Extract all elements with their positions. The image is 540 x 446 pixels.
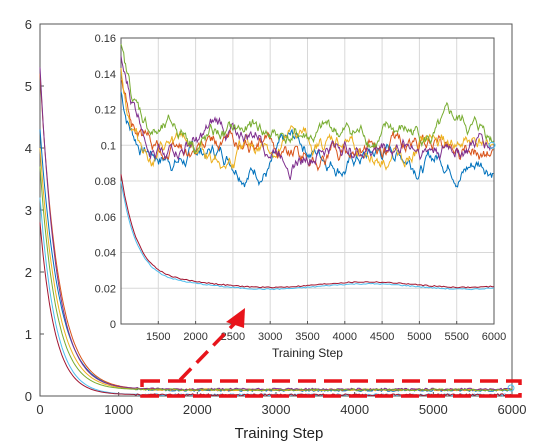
inset-y-tick-label: 0.1 [101,140,116,152]
inset-x-tick-label: 6000 [482,331,506,343]
main-y-tick-label: 2 [25,265,32,280]
main-series-line [39,67,513,391]
inset-x-tick-label: 4000 [333,331,357,343]
inset-y-tick-label: 0 [110,319,116,331]
main-x-tick-label: 6000 [498,402,527,417]
inset-x-tick-label: 5500 [444,331,468,343]
main-end-marker [507,384,515,392]
inset-series-line [120,55,494,181]
inset-y-tick-label: 0.16 [95,33,116,45]
inset-y-tick-label: 0.14 [95,69,116,81]
main-x-tick-label: 1000 [104,402,133,417]
inset-y-tick-label: 0.02 [95,283,116,295]
zoom-arrow-shaft [178,320,238,382]
main-x-tick-label: 0 [36,402,43,417]
main-y-tick-label: 0 [25,389,32,404]
inset-x-axis-label: Training Step [272,346,343,360]
inset-x-tick-label: 4500 [370,331,394,343]
main-y-tick-label: 5 [25,79,32,94]
main-x-tick-label: 4000 [340,402,369,417]
inset-x-tick-label: 3000 [258,331,282,343]
main-x-tick-label: 3000 [262,402,291,417]
inset-y-tick-label: 0.04 [95,248,116,260]
inset-x-tick-label: 2000 [183,331,207,343]
main-x-axis-label: Training Step [235,425,324,442]
inset-y-tick-label: 0.12 [95,105,116,117]
inset-x-tick-label: 2500 [221,331,245,343]
inset-x-tick-label: 3500 [295,331,319,343]
main-x-tick-label: 5000 [419,402,448,417]
inset-series-line [120,43,494,155]
main-y-tick-label: 6 [25,17,32,32]
inset-y-tick-label: 0.06 [95,212,116,224]
inset-y-tick-label: 0.08 [95,176,116,188]
main-y-tick-label: 1 [25,327,32,342]
main-x-tick-label: 2000 [183,402,212,417]
zoom-arrow-head [226,308,245,328]
main-y-tick-label: 4 [25,141,32,156]
inset-end-marker [488,141,496,149]
inset-series-line [120,91,494,188]
inset-series-line [120,174,494,289]
inset-series-line [120,181,495,291]
zoom-box [140,379,522,398]
main-series-line [39,166,513,392]
main-y-tick-label: 3 [25,203,32,218]
inset-x-tick-label: 1500 [146,331,170,343]
inset-frame [120,37,495,325]
inset-x-tick-label: 5000 [407,331,431,343]
